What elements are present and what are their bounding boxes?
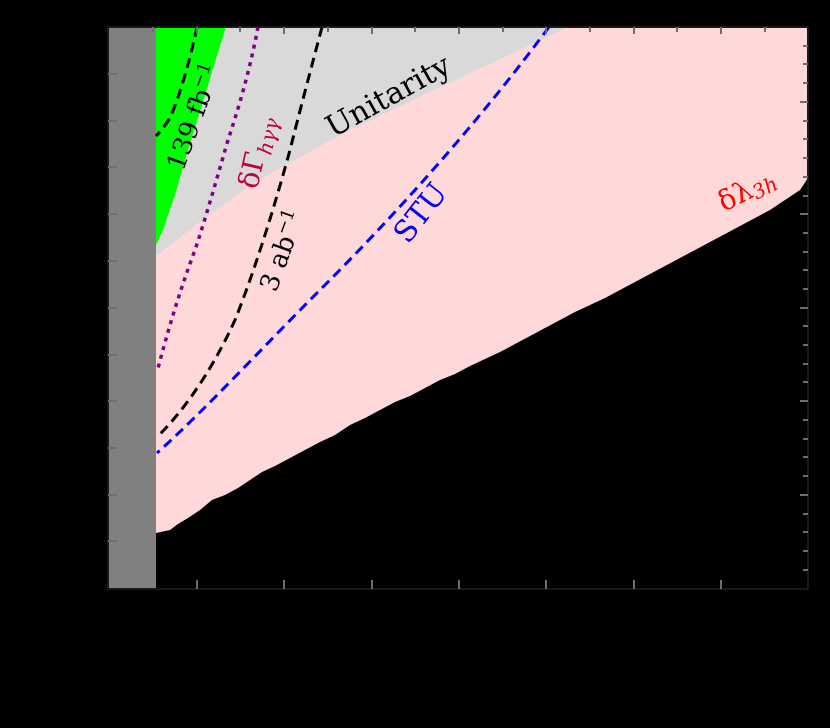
unitarity-region: [156, 27, 568, 256]
green-region-139fb: [156, 27, 226, 245]
plot-area: 139 fb−1 δΓhγγ 3 ab−1 Unitarity STU δλ3h: [108, 26, 808, 589]
x-axis-ticks: [152, 27, 766, 589]
curve-3ab: [155, 26, 324, 439]
curve-stu: [155, 26, 551, 455]
y-axis-left-ticks: [108, 73, 117, 542]
y-axis-right-ticks: [800, 45, 808, 571]
excluded-black-region: [156, 178, 808, 589]
curve-dgamma-hgg: [155, 26, 260, 373]
